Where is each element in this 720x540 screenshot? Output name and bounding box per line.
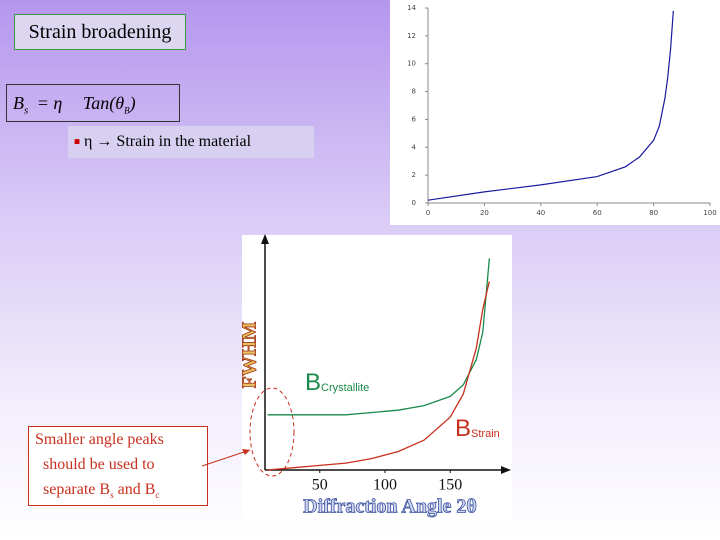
- highlight-ellipse: [249, 387, 295, 477]
- callout-text: separate B: [43, 481, 111, 498]
- curve-label-sub: Crystallite: [321, 382, 369, 394]
- x-tick-label: 0: [426, 209, 430, 217]
- y-tick-label: 4: [412, 143, 417, 151]
- y-tick-label: 8: [412, 88, 416, 96]
- curve: [427, 10, 674, 201]
- eq-mid: = η: [36, 93, 63, 113]
- chart-bg: [390, 0, 720, 225]
- eq-close: ): [129, 93, 136, 113]
- bullet: η → Strain in the material: [84, 133, 252, 150]
- callout-sub: c: [155, 490, 160, 501]
- curve: [267, 258, 490, 416]
- callout-line: Smaller angle peaks: [35, 431, 164, 448]
- x-tick-label: 100: [373, 477, 397, 494]
- y-tick-label: 10: [407, 60, 416, 68]
- eq-rhs-sub: B: [124, 105, 130, 116]
- axis-arrow: [501, 466, 511, 474]
- y-tick-label: 2: [412, 171, 416, 179]
- arrow-head: [242, 449, 250, 455]
- callout-sub: s: [110, 490, 114, 501]
- equation-box: Bs = η Tan(θB): [6, 84, 180, 122]
- curve-label-main: B: [455, 415, 471, 442]
- title-box: Strain broadening: [14, 14, 186, 50]
- callout-arrow: [201, 449, 251, 467]
- x-axis-label: Diffraction Angle 2θ: [303, 496, 477, 518]
- curve-label: BCrystallite: [305, 369, 369, 396]
- curve-label: BStrain: [455, 415, 500, 442]
- curve-label-sub: Strain: [471, 428, 500, 440]
- y-tick-label: 6: [412, 115, 417, 123]
- x-tick-label: 20: [480, 209, 489, 217]
- eq-rhs: Tan(θ: [82, 93, 125, 113]
- curve: [267, 281, 490, 471]
- axis-arrow: [261, 234, 269, 244]
- x-tick-label: 40: [536, 209, 545, 217]
- x-tick-label: 100: [703, 209, 716, 217]
- callout-line: should be used to: [43, 456, 155, 473]
- x-tick-label: 50: [312, 477, 328, 494]
- eq-lhs-sub: s: [24, 104, 29, 117]
- callout-line: separate Bs and Bc: [35, 477, 207, 508]
- eq-lhs: B: [13, 93, 24, 113]
- x-tick-label: 80: [649, 209, 658, 217]
- callout: Smaller angle peaks should be used to se…: [28, 426, 208, 506]
- callout-text: and B: [113, 481, 156, 498]
- curve-label-main: B: [305, 369, 321, 396]
- x-tick-label: 60: [593, 209, 602, 217]
- y-tick-label: 0: [412, 199, 416, 207]
- bullet-box: ■ η → Strain in the material: [68, 126, 314, 158]
- y-axis-label: FWHM: [239, 322, 261, 389]
- y-tick-label: 12: [407, 32, 416, 40]
- x-tick-label: 150: [438, 477, 462, 494]
- y-tick-label: 14: [407, 4, 416, 12]
- title: Strain broadening: [28, 21, 172, 43]
